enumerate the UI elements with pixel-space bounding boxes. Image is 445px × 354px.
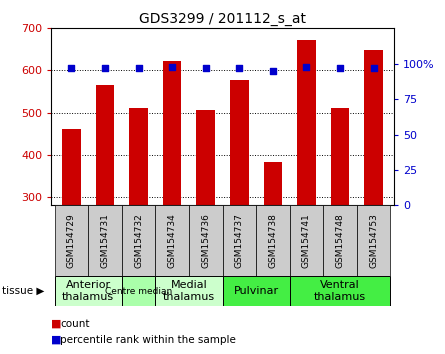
Text: Pulvinar: Pulvinar bbox=[234, 286, 279, 296]
Bar bbox=[230, 80, 249, 205]
Bar bbox=[290, 276, 390, 306]
Bar bbox=[222, 276, 290, 306]
Title: GDS3299 / 201112_s_at: GDS3299 / 201112_s_at bbox=[139, 12, 306, 26]
Bar bbox=[96, 85, 114, 205]
Point bbox=[236, 65, 243, 71]
Text: Centre median: Centre median bbox=[105, 287, 172, 296]
Bar bbox=[263, 162, 282, 205]
Bar bbox=[364, 50, 383, 205]
Bar bbox=[323, 205, 357, 276]
Text: Ventral
thalamus: Ventral thalamus bbox=[314, 280, 366, 302]
Text: percentile rank within the sample: percentile rank within the sample bbox=[60, 335, 236, 345]
Bar bbox=[256, 205, 290, 276]
Bar bbox=[196, 110, 215, 205]
Bar bbox=[55, 205, 88, 276]
Bar bbox=[122, 276, 155, 306]
Text: Anterior
thalamus: Anterior thalamus bbox=[62, 280, 114, 302]
Bar bbox=[163, 61, 182, 205]
Point bbox=[101, 65, 109, 71]
Bar bbox=[88, 205, 122, 276]
Text: GSM154731: GSM154731 bbox=[101, 213, 109, 268]
Point bbox=[135, 65, 142, 71]
Point bbox=[202, 65, 209, 71]
Bar bbox=[189, 205, 222, 276]
Text: tissue ▶: tissue ▶ bbox=[2, 286, 44, 296]
Bar bbox=[62, 130, 81, 205]
Point bbox=[68, 65, 75, 71]
Text: count: count bbox=[60, 319, 89, 329]
Text: GSM154748: GSM154748 bbox=[336, 213, 344, 268]
Point bbox=[370, 65, 377, 71]
Text: ■: ■ bbox=[51, 319, 62, 329]
Text: GSM154738: GSM154738 bbox=[268, 213, 277, 268]
Bar bbox=[129, 108, 148, 205]
Bar bbox=[55, 276, 122, 306]
Point bbox=[169, 64, 176, 69]
Text: GSM154732: GSM154732 bbox=[134, 213, 143, 268]
Bar bbox=[155, 205, 189, 276]
Text: ■: ■ bbox=[51, 335, 62, 345]
Point bbox=[303, 64, 310, 69]
Bar bbox=[222, 205, 256, 276]
Point bbox=[269, 68, 276, 74]
Point bbox=[336, 65, 344, 71]
Text: Medial
thalamus: Medial thalamus bbox=[163, 280, 215, 302]
Text: GSM154729: GSM154729 bbox=[67, 213, 76, 268]
Bar bbox=[357, 205, 390, 276]
Bar bbox=[290, 205, 323, 276]
Bar bbox=[155, 276, 222, 306]
Bar bbox=[297, 40, 316, 205]
Text: GSM154753: GSM154753 bbox=[369, 213, 378, 268]
Text: GSM154734: GSM154734 bbox=[168, 213, 177, 268]
Text: GSM154736: GSM154736 bbox=[201, 213, 210, 268]
Bar bbox=[331, 108, 349, 205]
Text: GSM154741: GSM154741 bbox=[302, 213, 311, 268]
Bar bbox=[122, 205, 155, 276]
Text: GSM154737: GSM154737 bbox=[235, 213, 244, 268]
